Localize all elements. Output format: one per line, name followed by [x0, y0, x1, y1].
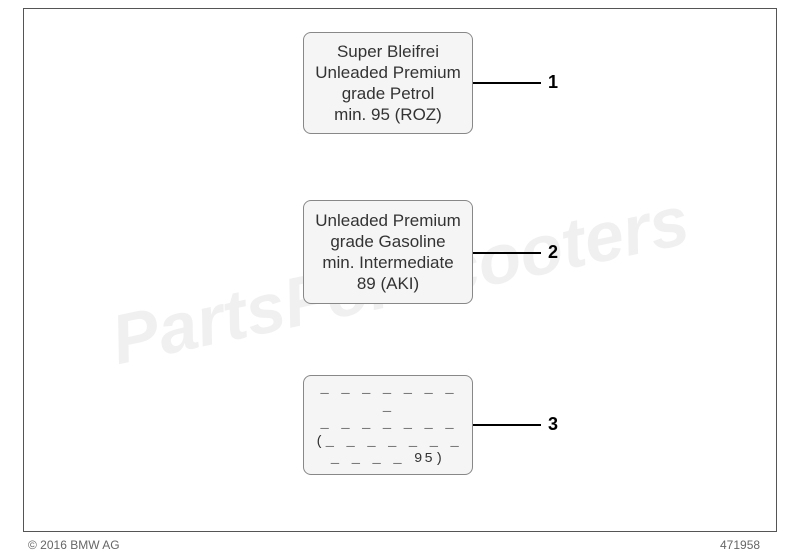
fuel-label-1: Super Bleifrei Unleaded Premium grade Pe…: [303, 32, 473, 134]
fuel-label-1-line-1: Super Bleifrei: [314, 41, 462, 62]
fuel-label-1-line-3: grade Petrol: [314, 83, 462, 104]
copyright-text: © 2016 BMW AG: [28, 538, 120, 552]
leader-line-1: [473, 82, 541, 84]
fuel-label-1-line-2: Unleaded Premium: [314, 62, 462, 83]
ref-number-3: 3: [548, 414, 558, 435]
fuel-label-3-line-3: (_ _ _ _ _ _ _: [314, 434, 462, 452]
leader-line-2: [473, 252, 541, 254]
ref-number-1: 1: [548, 72, 558, 93]
fuel-label-2-line-3: min. Intermediate: [314, 252, 462, 273]
fuel-label-3-line-4: _ _ _ _ 95): [314, 451, 462, 469]
fuel-label-3: _ _ _ _ _ _ _ _ _ _ _ _ _ _ _ (_ _ _ _ _…: [303, 375, 473, 475]
fuel-label-2-line-4: 89 (AKI): [314, 273, 462, 294]
leader-line-3: [473, 424, 541, 426]
fuel-label-2-line-1: Unleaded Premium: [314, 210, 462, 231]
fuel-label-3-line-1: _ _ _ _ _ _ _ _: [314, 381, 462, 416]
fuel-label-2-line-2: grade Gasoline: [314, 231, 462, 252]
fuel-label-3-line-2: _ _ _ _ _ _ _: [314, 416, 462, 434]
fuel-label-1-line-4: min. 95 (ROZ): [314, 104, 462, 125]
ref-number-2: 2: [548, 242, 558, 263]
fuel-label-2: Unleaded Premium grade Gasoline min. Int…: [303, 200, 473, 304]
image-id-text: 471958: [720, 538, 760, 552]
